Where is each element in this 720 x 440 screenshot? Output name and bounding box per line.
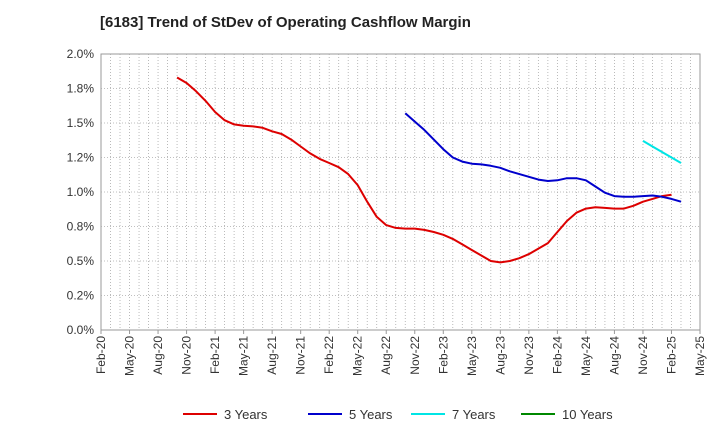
- x-tick-label: Feb-23: [436, 336, 450, 374]
- x-tick-label: Feb-22: [322, 336, 336, 374]
- x-tick-label: May-24: [579, 336, 593, 376]
- x-tick-label: Aug-24: [607, 336, 621, 375]
- grid-layer: [100, 53, 701, 331]
- x-tick-label: Nov-22: [408, 336, 422, 375]
- legend-label: 10 Years: [562, 407, 613, 422]
- chart-title: [6183] Trend of StDev of Operating Cashf…: [100, 14, 471, 31]
- legend-label: 5 Years: [349, 407, 393, 422]
- y-tick-label: 0.5%: [67, 254, 95, 268]
- x-tick-label: Feb-25: [664, 336, 678, 374]
- x-tick-label: Nov-21: [294, 336, 308, 375]
- legend-label: 7 Years: [452, 407, 496, 422]
- y-tick-label: 1.5%: [67, 116, 95, 130]
- series-line-3-years: [176, 76, 672, 264]
- series-layer: [176, 76, 682, 264]
- y-tick-label: 1.8%: [67, 82, 95, 96]
- x-tick-label: May-21: [237, 336, 251, 376]
- x-tick-label: Feb-21: [208, 336, 222, 374]
- legend-layer: 3 Years 5 Years 7 Years 10 Years: [183, 407, 613, 422]
- x-tick-label: May-20: [123, 336, 137, 376]
- y-tick-label: 2.0%: [67, 47, 95, 61]
- x-tick-label: Aug-20: [151, 336, 165, 375]
- x-tick-label: May-25: [693, 336, 707, 376]
- x-tick-label: Aug-23: [493, 336, 507, 375]
- y-tick-label: 0.0%: [67, 323, 95, 337]
- x-tick-label: Nov-20: [180, 336, 194, 375]
- series-line-5-years: [404, 112, 682, 203]
- x-tick-label: Feb-24: [550, 336, 564, 374]
- legend-label: 3 Years: [224, 407, 268, 422]
- y-tick-label: 1.0%: [67, 185, 95, 199]
- y-tick-label: 1.2%: [67, 151, 95, 165]
- x-tick-label: May-22: [351, 336, 365, 376]
- x-tick-label: Nov-23: [522, 336, 536, 375]
- series-line-7-years: [642, 140, 682, 164]
- y-tick-label: 0.8%: [67, 220, 95, 234]
- x-tick-label: Feb-20: [94, 336, 108, 374]
- x-tick-label: May-23: [465, 336, 479, 376]
- x-tick-label: Aug-21: [265, 336, 279, 375]
- x-tick-label: Aug-22: [379, 336, 393, 375]
- plot-frame: [100, 53, 701, 331]
- axis-layer: 0.0% 0.2% 0.5% 0.8% 1.0% 1.2% 1.5% 1.8% 2.0% Feb-…: [67, 47, 707, 376]
- y-tick-label: 0.2%: [67, 289, 95, 303]
- x-tick-label: Nov-24: [636, 336, 650, 375]
